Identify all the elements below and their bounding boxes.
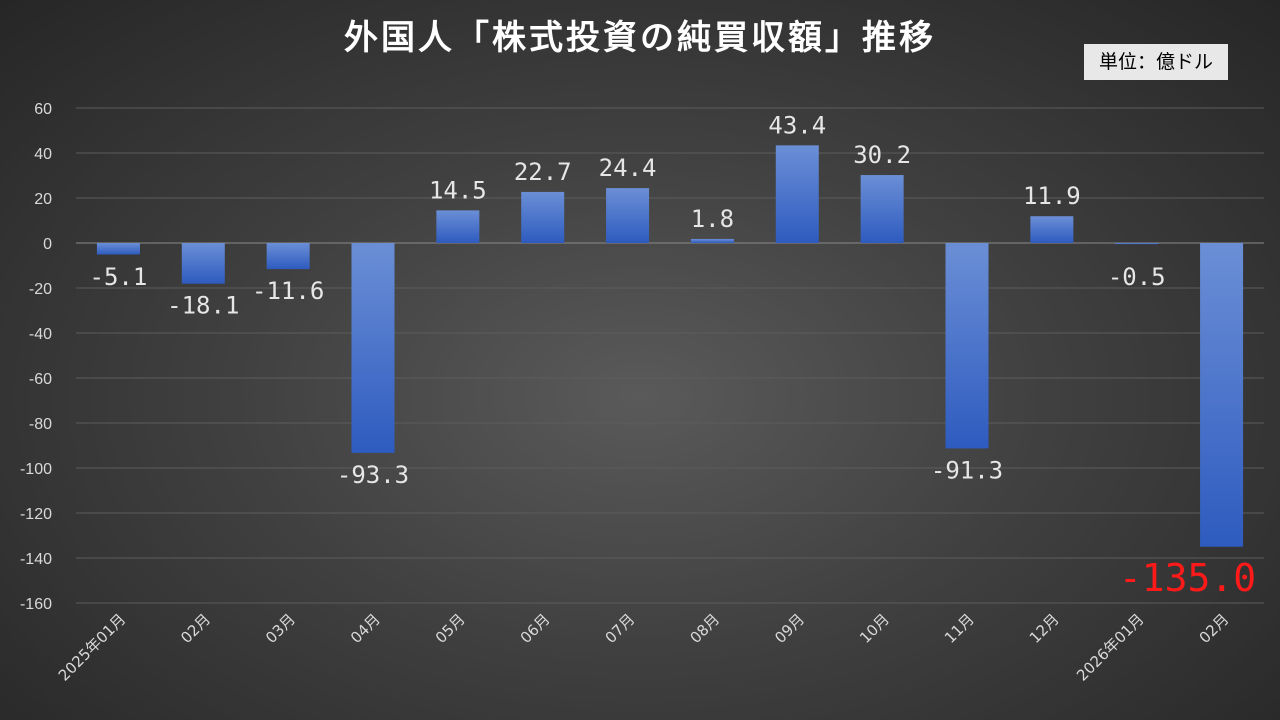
bar	[266, 243, 310, 270]
bar	[775, 145, 819, 243]
bar	[436, 210, 480, 243]
bar	[181, 243, 225, 284]
y-tick-label: -120	[20, 506, 52, 523]
data-label: -0.5	[1108, 263, 1166, 291]
y-tick-label: -100	[20, 461, 52, 478]
bar	[1030, 216, 1074, 243]
x-tick-label: 07月	[602, 610, 639, 647]
y-tick-label: -40	[29, 326, 52, 343]
bar	[606, 188, 650, 243]
highlight-data-label: -135.0	[1119, 556, 1256, 600]
y-tick-label: -80	[29, 416, 52, 433]
x-tick-label: 02月	[1196, 610, 1233, 647]
data-label: 24.4	[599, 154, 657, 182]
unit-label: 単位：億ドル	[1084, 44, 1228, 80]
y-tick-label: 0	[43, 236, 52, 253]
data-labels: -5.1 -18.1 -11.6 -93.3 14.5 22.7 24.4 1.8 43.4 30…	[90, 111, 1257, 599]
bar	[860, 175, 904, 243]
data-label: -11.6	[252, 277, 324, 305]
y-tick-label: 60	[34, 101, 52, 118]
bar	[945, 243, 989, 449]
data-label: 1.8	[691, 205, 734, 233]
y-tick-label: -160	[20, 596, 52, 613]
bar	[1115, 243, 1159, 245]
data-label: 43.4	[768, 111, 826, 139]
x-tick-label: 08月	[686, 610, 723, 647]
x-tick-label: 2026年01月	[1073, 610, 1147, 684]
data-label: -93.3	[337, 461, 409, 489]
y-tick-label: -60	[29, 371, 52, 388]
x-tick-label: 12月	[1026, 610, 1063, 647]
x-tick-label: 02月	[177, 610, 214, 647]
x-axis-ticks: 2025年01月 02月 03月 04月 05月 06月 07月 08月 09月 10月 11月 12…	[55, 610, 1233, 684]
bar	[351, 243, 395, 453]
x-tick-label: 2025年01月	[55, 610, 129, 684]
y-tick-label: 40	[34, 146, 52, 163]
y-tick-label: -140	[20, 551, 52, 568]
x-tick-label: 05月	[432, 610, 469, 647]
x-tick-label: 09月	[771, 610, 808, 647]
data-label: -91.3	[931, 456, 1003, 484]
x-tick-label: 06月	[517, 610, 554, 647]
bars	[96, 145, 1244, 547]
bar	[690, 238, 734, 243]
data-label: 22.7	[514, 158, 572, 186]
gridlines	[76, 107, 1264, 604]
data-label: -5.1	[90, 263, 148, 291]
data-label: 14.5	[429, 176, 487, 204]
chart-title: 外国人「株式投資の純買収額」推移	[344, 18, 936, 58]
x-tick-label: 10月	[856, 610, 893, 647]
x-tick-label: 04月	[347, 610, 384, 647]
y-tick-label: 20	[34, 191, 52, 208]
y-axis-ticks: 60 40 20 0 -20 -40 -60 -80 -100 -120 -140 -160	[20, 101, 52, 613]
x-tick-label: 03月	[262, 610, 299, 647]
bar	[1200, 243, 1244, 547]
bar	[96, 243, 140, 255]
data-label: 11.9	[1023, 182, 1081, 210]
x-tick-label: 11月	[941, 610, 978, 647]
data-label: -18.1	[167, 292, 239, 320]
y-tick-label: -20	[29, 281, 52, 298]
data-label: 30.2	[853, 141, 911, 169]
bar	[521, 191, 565, 243]
